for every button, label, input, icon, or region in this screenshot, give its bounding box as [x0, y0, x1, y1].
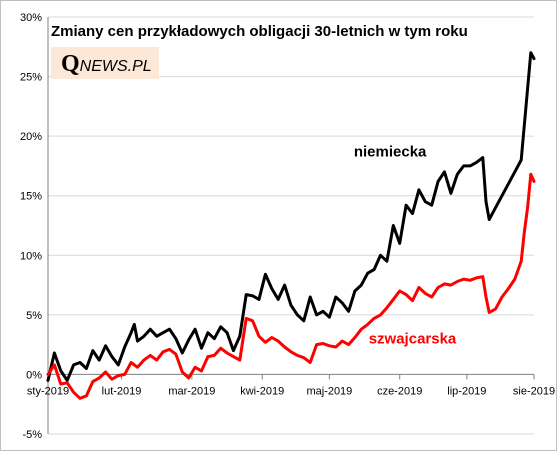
series-lines: [46, 51, 536, 400]
series-line-szwajcarska: [46, 172, 536, 400]
logo-q: Q: [61, 51, 80, 77]
grid-lines: [48, 16, 534, 435]
y-tick-label: -5%: [22, 429, 42, 441]
y-tick-label: 20%: [20, 131, 42, 143]
x-tick-label: mar-2019: [168, 385, 215, 397]
x-tick-label: kwi-2019: [240, 385, 284, 397]
x-tick-label: cze-2019: [377, 385, 422, 397]
x-tick-label: sty-2019: [27, 385, 69, 397]
y-tick-label: 10%: [20, 250, 42, 262]
y-tick-label: 0%: [26, 369, 42, 381]
y-tick-label: 5%: [26, 310, 42, 322]
annotations: niemiecka szwajcarska: [354, 143, 457, 347]
series-label-niemiecka: niemiecka: [354, 143, 427, 160]
x-tick-label: lut-2019: [102, 385, 142, 397]
x-tick-label: lip-2019: [447, 385, 486, 397]
x-tick-label: sie-2019: [513, 385, 555, 397]
axes: [47, 17, 535, 434]
y-tick-label: 30%: [20, 12, 42, 24]
qnews-logo: QNEWS.PL: [51, 47, 159, 79]
logo-text: NEWS.PL: [79, 58, 152, 75]
tick-labels: -5% 0% 5% 10% 15% 20% 25% 30% sty-2019 lut-2019 ma…: [20, 12, 555, 441]
y-tick-label: 15%: [20, 191, 42, 203]
y-tick-label: 25%: [20, 72, 42, 84]
series-label-szwajcarska: szwajcarska: [369, 330, 457, 347]
series-line-niemiecka: [46, 51, 536, 382]
x-tick-label: maj-2019: [306, 385, 352, 397]
chart-title: Zmiany cen przykładowych obligacji 30-le…: [51, 23, 468, 40]
